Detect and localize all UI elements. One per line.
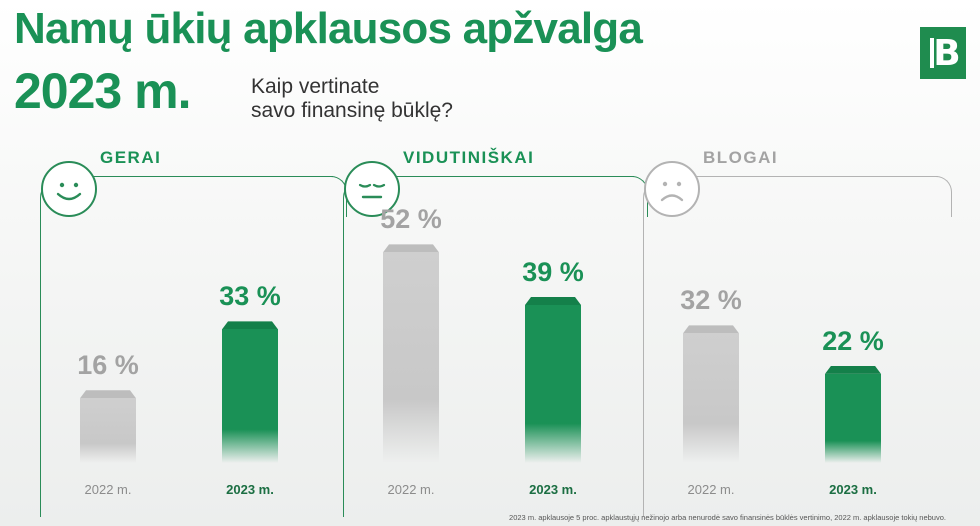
bar-top-cap (222, 321, 278, 330)
neutral-face-icon (344, 161, 400, 217)
bar-blogai-2022 (683, 325, 739, 463)
category-label: VIDUTINIŠKAI (403, 148, 535, 167)
question-line-2: savo finansinę būklę? (251, 99, 453, 122)
page-title: Namų ūkių apklausos apžvalga (14, 4, 643, 53)
bar-vidutiniškai-2023 (525, 297, 581, 463)
smile-icon (41, 161, 97, 217)
question-line-1: Kaip vertinate (251, 75, 380, 98)
category-label: GERAI (100, 148, 162, 167)
category-label: BLOGAI (703, 148, 779, 167)
year-label: 2022 m. (84, 482, 132, 497)
bar-top-cap (80, 390, 136, 399)
category-panel-0 (40, 175, 347, 517)
bar-gerai-2022 (80, 390, 136, 463)
year-label: 2022 m. (387, 482, 435, 497)
bar-top-cap (683, 325, 739, 334)
year-label: 2022 m. (687, 482, 735, 497)
bar-blogai-2023 (825, 365, 881, 463)
bar-value-label: 39 % (522, 257, 584, 288)
bar-top-cap (825, 365, 881, 374)
page-year: 2023 m. (14, 63, 191, 119)
bar-top-cap (525, 297, 581, 306)
panel-corner (935, 175, 952, 217)
year-label: 2023 m. (829, 482, 877, 497)
neutral-face-icon-drawing (358, 183, 386, 199)
survey-question: Kaip vertinate savo finansinę būklę? (251, 75, 453, 123)
bar-vidutiniškai-2022 (383, 244, 439, 463)
bar-top-cap (383, 244, 439, 253)
bank-logo: B (920, 27, 966, 79)
bar-value-label: 16 % (77, 350, 139, 381)
sad-face-icon (644, 161, 700, 217)
footnote: 2023 m. apklausoje 5 proc. apklaustųjų n… (509, 513, 946, 522)
sad-face-icon-drawing (660, 181, 684, 202)
bar-gerai-2023 (222, 321, 278, 463)
bar-value-label: 33 % (219, 281, 281, 312)
smile-icon-drawing (56, 182, 82, 201)
bar-value-label: 22 % (822, 325, 884, 356)
bar-value-label: 32 % (680, 285, 742, 316)
year-label: 2023 m. (529, 482, 577, 497)
logo-bar (930, 38, 934, 68)
year-label: 2023 m. (226, 482, 274, 497)
logo-letter: B (933, 32, 961, 74)
bar-value-label: 52 % (380, 204, 442, 235)
